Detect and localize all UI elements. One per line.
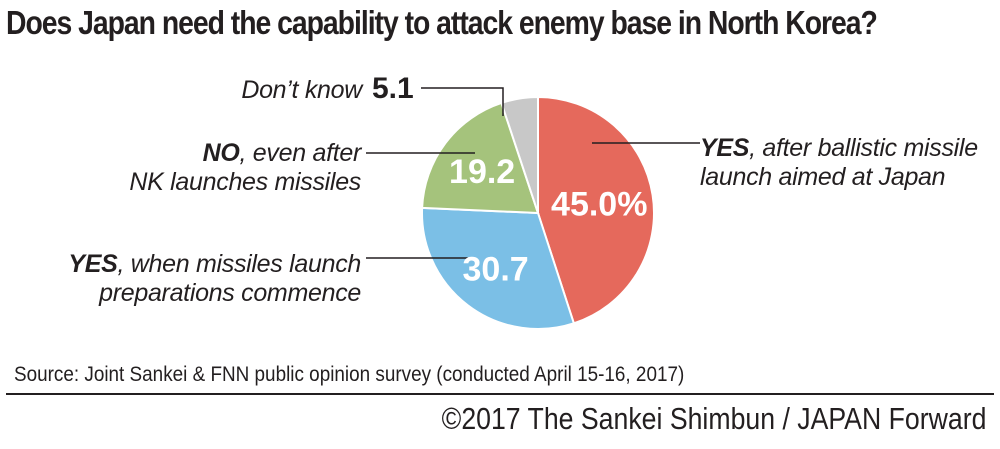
slice-value-yes_after: 45.0% — [551, 185, 647, 223]
label-no-line2: NK launches missiles — [129, 168, 361, 196]
label-yes-after-bold: YES — [700, 134, 750, 162]
label-yes-prep-line1: , when missiles launch — [117, 250, 361, 278]
label-yes-prep-bold: YES — [68, 250, 118, 278]
pie-slice-no — [421, 101, 540, 215]
label-no: NO, even after NK launches missiles — [129, 139, 361, 197]
chart-title: Does Japan need the capability to attack… — [6, 4, 878, 41]
pie-slice-dont_know — [500, 95, 539, 214]
pie-slice-yes_prep — [421, 206, 576, 330]
slice-value-no: 19.2 — [449, 153, 515, 191]
label-yes-prep: YES, when missiles launch preparations c… — [68, 250, 361, 308]
label-dont-know-value: 5.1 — [372, 72, 414, 105]
source-note: Source: Joint Sankei & FNN public opinio… — [14, 363, 685, 386]
label-yes-after-line2: launch aimed at Japan — [700, 163, 946, 191]
label-yes-prep-line2: preparations commence — [99, 279, 361, 307]
leader-line-dont-know — [421, 87, 504, 116]
divider — [6, 393, 994, 395]
label-dont-know: Don’t know — [241, 76, 362, 104]
copyright-credit: ©2017 The Sankei Shimbun / JAPAN Forward — [441, 401, 986, 436]
label-yes-after-line1: , after ballistic missile — [749, 134, 978, 162]
label-no-bold: NO — [202, 139, 240, 167]
label-yes-after: YES, after ballistic missile launch aime… — [700, 134, 978, 192]
label-no-line1: , even after — [239, 139, 362, 167]
pie-slice-yes_after — [537, 95, 655, 325]
slice-value-yes_prep: 30.7 — [463, 251, 529, 289]
